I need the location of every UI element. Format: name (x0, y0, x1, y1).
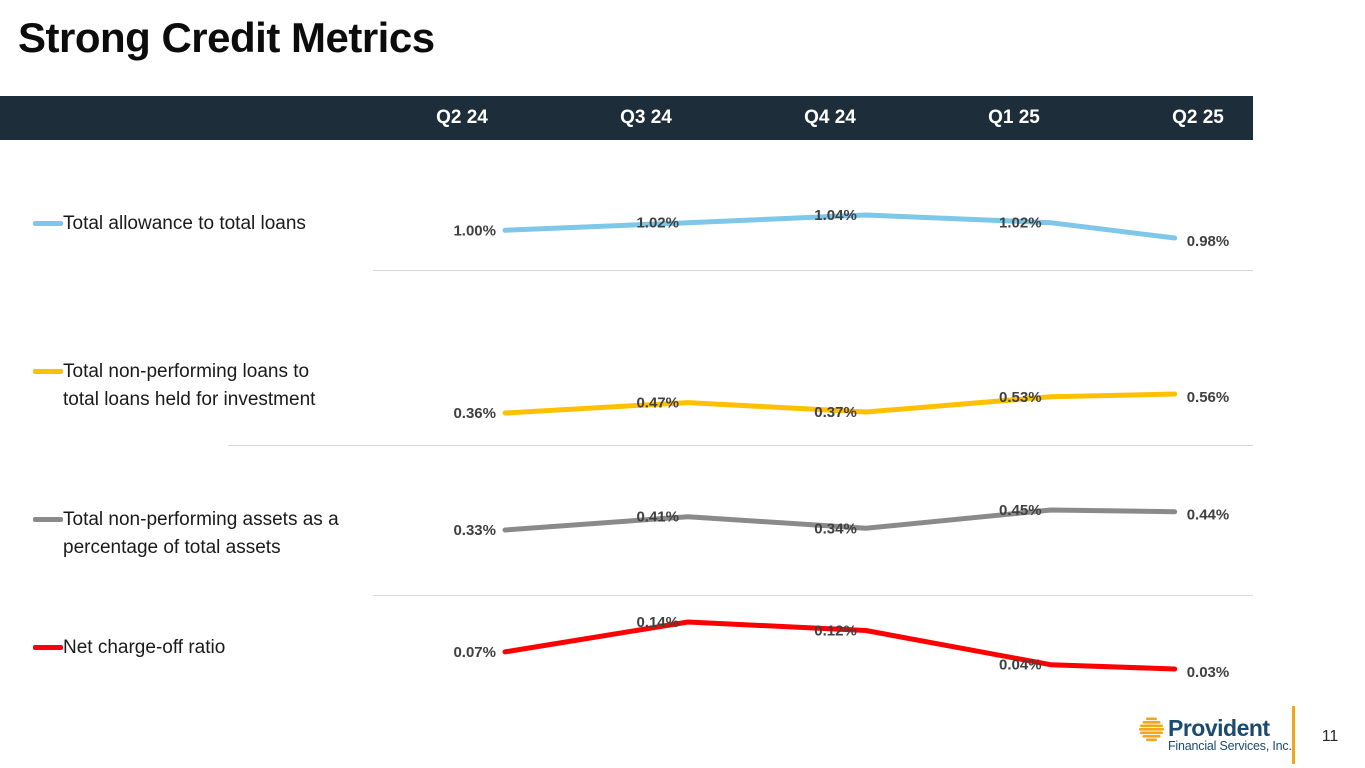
logo-name: Provident (1168, 715, 1270, 741)
logo-text: Provident Financial Services, Inc. (1168, 716, 1292, 753)
data-label: 0.98% (1187, 233, 1230, 250)
data-label: 0.44% (1187, 507, 1230, 524)
legend-label: Total non-performing loans to total loans… (63, 361, 316, 410)
quarter-label: Q1 25 (988, 107, 1040, 128)
sparkline-3: 0.33% 0.41% 0.34% 0.45% 0.44% (453, 502, 1230, 539)
quarter-header-bar: Q2 24 Q3 24 Q4 24 Q1 25 Q2 25 (0, 96, 1253, 140)
data-label: 0.33% (453, 522, 496, 539)
legend-label: Total non-performing assets as a percenta… (63, 509, 339, 558)
trend-line (502, 507, 1178, 533)
legend-line-swatch (33, 369, 63, 374)
data-label: 1.02% (636, 215, 679, 232)
sparkline-2: 0.36% 0.47% 0.37% 0.53% 0.56% (453, 389, 1230, 422)
sparkline-1: 1.00% 1.02% 1.04% 1.02% 0.98% (453, 207, 1230, 250)
data-label: 0.47% (636, 395, 679, 412)
slide-title: Strong Credit Metrics (18, 14, 435, 61)
legend-line-swatch (33, 221, 63, 226)
data-label: 1.02% (999, 215, 1042, 232)
quarter-label: Q4 24 (804, 107, 856, 128)
trend-line (502, 212, 1178, 241)
data-label: 0.53% (999, 389, 1042, 406)
quarter-label: Q3 24 (620, 107, 672, 128)
row-separator (228, 445, 1253, 446)
data-label: 0.41% (636, 509, 679, 526)
legend-item: Total allowance to total loans (33, 210, 306, 238)
data-label: 0.45% (999, 502, 1042, 519)
trend-line (502, 619, 1178, 672)
sparkline-4: 0.07% 0.14% 0.12% 0.04% 0.03% (453, 614, 1230, 681)
provident-sun-icon (1139, 717, 1164, 742)
row-separator (373, 595, 1253, 596)
row-separator (373, 270, 1253, 271)
legend-item: Net charge-off ratio (33, 634, 225, 662)
data-label: 0.03% (1187, 664, 1230, 681)
page-number: 11 (1321, 728, 1339, 745)
data-label: 0.56% (1187, 389, 1230, 406)
data-label: 0.12% (814, 623, 857, 640)
data-label: 1.00% (453, 222, 496, 239)
legend-label: Net charge-off ratio (63, 637, 226, 658)
legend-line-swatch (33, 645, 63, 650)
data-label: 1.04% (814, 207, 857, 224)
legend-line-swatch (33, 517, 63, 522)
company-logo: Provident Financial Services, Inc. (1138, 716, 1292, 753)
data-label: 0.04% (999, 657, 1042, 674)
data-label: 0.34% (814, 520, 857, 537)
data-label: 0.37% (814, 404, 857, 421)
data-label: 0.14% (636, 614, 679, 631)
quarter-label: Q2 25 (1172, 107, 1224, 128)
data-label: 0.36% (453, 405, 496, 422)
trend-line (502, 391, 1178, 416)
legend-item: Total non-performing assets as a percenta… (33, 506, 339, 562)
data-label: 0.07% (453, 644, 496, 661)
quarter-label: Q2 24 (436, 107, 488, 128)
logo-subtitle: Financial Services, Inc. (1168, 739, 1292, 753)
legend-label: Total allowance to total loans (63, 213, 306, 234)
legend-item: Total non-performing loans to total loans… (33, 358, 315, 414)
footer-divider (1292, 706, 1295, 764)
